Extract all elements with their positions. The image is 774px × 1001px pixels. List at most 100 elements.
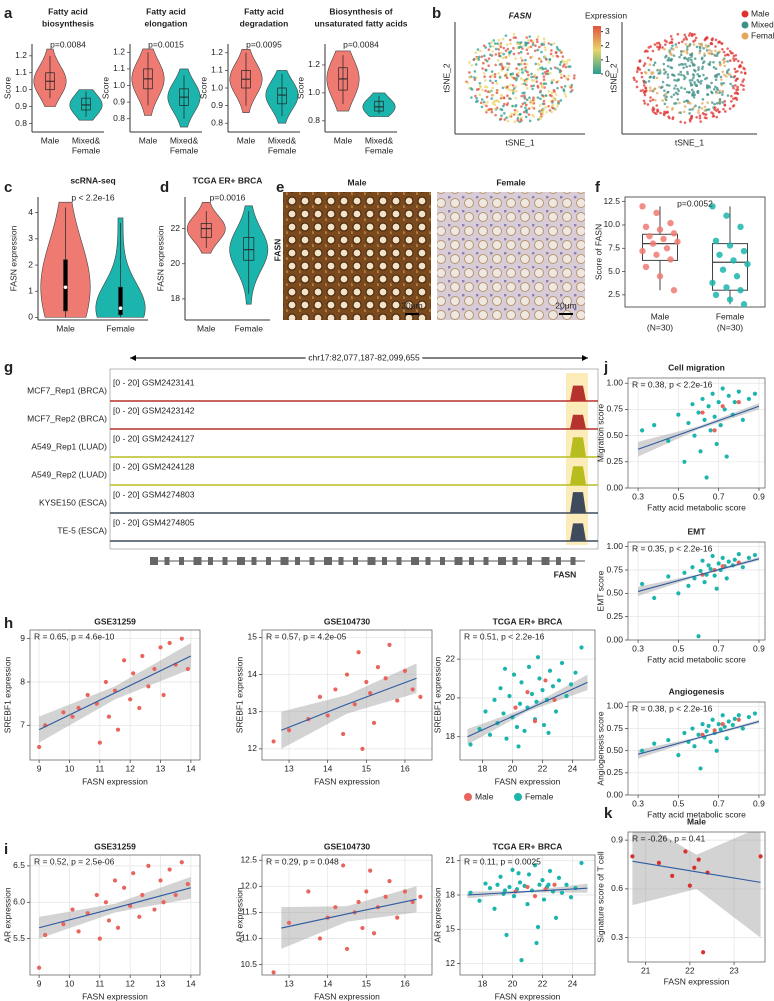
track-range: [0 - 20] bbox=[113, 405, 139, 415]
point bbox=[514, 724, 520, 730]
embedding-texture bbox=[688, 79, 692, 82]
embedding-texture bbox=[668, 41, 672, 45]
embedding-texture bbox=[714, 67, 718, 71]
embedding-texture bbox=[669, 35, 673, 38]
point bbox=[140, 892, 145, 898]
point bbox=[682, 730, 687, 736]
point bbox=[639, 203, 646, 210]
embedding-texture bbox=[494, 107, 497, 110]
embedding-texture bbox=[558, 63, 562, 66]
point bbox=[696, 634, 701, 639]
embedding-texture bbox=[664, 54, 668, 58]
embedding-texture bbox=[513, 86, 516, 90]
point bbox=[642, 223, 650, 231]
embedding-texture bbox=[542, 78, 546, 82]
x-tick-label: Male bbox=[651, 311, 670, 321]
embedding-texture bbox=[690, 78, 694, 82]
embedding-texture bbox=[693, 57, 697, 60]
embedding-texture bbox=[674, 91, 678, 95]
embedding-texture bbox=[543, 55, 547, 58]
point bbox=[131, 671, 136, 676]
embedding-texture bbox=[550, 110, 553, 114]
embedding-texture bbox=[633, 78, 636, 82]
embedding-texture bbox=[635, 85, 639, 89]
embedding-texture bbox=[662, 112, 666, 116]
y-tick-label: 0.8 bbox=[15, 118, 27, 128]
embedding-texture bbox=[529, 39, 533, 42]
embedding-texture bbox=[527, 46, 531, 49]
embedding-texture bbox=[553, 66, 557, 69]
y-tick-label: 0.9 bbox=[211, 100, 223, 110]
embedding-texture bbox=[531, 87, 534, 91]
point bbox=[158, 645, 163, 650]
embedding-texture bbox=[665, 95, 668, 99]
embedding-texture bbox=[671, 107, 674, 110]
point bbox=[656, 226, 664, 233]
embedding-texture bbox=[561, 55, 565, 58]
embedding-texture bbox=[475, 100, 478, 103]
point bbox=[564, 693, 569, 699]
embedding-texture bbox=[541, 112, 545, 116]
embedding-texture bbox=[721, 70, 724, 74]
embedding-texture bbox=[666, 64, 670, 68]
point bbox=[656, 860, 662, 865]
embedding-texture bbox=[647, 79, 651, 83]
track-id: GSM2424128 bbox=[142, 461, 195, 471]
embedding-texture bbox=[672, 48, 675, 51]
embedding-texture bbox=[511, 72, 515, 76]
x-tick-label: 20 bbox=[508, 763, 518, 773]
point bbox=[483, 881, 488, 886]
confidence-band bbox=[281, 663, 417, 749]
embedding-texture bbox=[543, 40, 546, 44]
y-axis-label: SREBF1 expression bbox=[432, 656, 442, 733]
point bbox=[368, 868, 373, 873]
embedding-texture bbox=[564, 95, 568, 98]
point bbox=[504, 736, 509, 741]
point bbox=[736, 399, 741, 405]
embedding-texture bbox=[502, 52, 505, 56]
legend-swatch bbox=[464, 793, 472, 801]
exon bbox=[411, 557, 419, 565]
ihc-image bbox=[283, 192, 431, 320]
point bbox=[97, 936, 102, 941]
track-label: A549_Rep1 (LUAD) bbox=[31, 441, 107, 451]
embedding-texture bbox=[715, 115, 719, 119]
embedding-texture bbox=[639, 89, 643, 93]
embedding-texture bbox=[503, 56, 507, 59]
embedding-texture bbox=[663, 102, 667, 106]
embedding-texture bbox=[666, 110, 669, 114]
y-axis-label: Score bbox=[100, 77, 110, 99]
point bbox=[158, 878, 163, 883]
point bbox=[719, 266, 727, 273]
embedding-texture bbox=[563, 84, 567, 88]
exon bbox=[527, 557, 532, 565]
embedding-texture bbox=[489, 45, 492, 48]
embedding-texture bbox=[479, 49, 482, 53]
point bbox=[702, 417, 707, 423]
embedding-texture bbox=[656, 110, 659, 113]
x-tick-label: 0.5 bbox=[672, 643, 684, 653]
point bbox=[185, 881, 190, 887]
y-tick-label: 8 bbox=[20, 676, 25, 686]
embedding-texture bbox=[668, 58, 671, 62]
embedding-texture bbox=[549, 52, 553, 56]
embedding-texture bbox=[690, 61, 694, 64]
embedding-texture bbox=[736, 59, 740, 63]
point bbox=[730, 722, 735, 728]
track-range: [0 - 20] bbox=[113, 377, 139, 387]
point bbox=[740, 417, 745, 423]
embedding-texture bbox=[715, 54, 719, 57]
embedding-texture bbox=[538, 90, 542, 94]
gene-label: FASN bbox=[554, 569, 577, 579]
embedding-texture bbox=[733, 74, 737, 78]
point bbox=[37, 744, 42, 750]
embedding-texture bbox=[685, 99, 688, 103]
point bbox=[740, 726, 745, 731]
y-tick-label: 0.8 bbox=[308, 115, 320, 125]
point bbox=[487, 886, 493, 891]
point bbox=[106, 714, 112, 719]
y-tick-label: 7.5 bbox=[608, 243, 620, 253]
x-tick-label: Male bbox=[41, 135, 60, 145]
embedding-texture bbox=[655, 76, 659, 80]
embedding-texture bbox=[519, 77, 523, 80]
